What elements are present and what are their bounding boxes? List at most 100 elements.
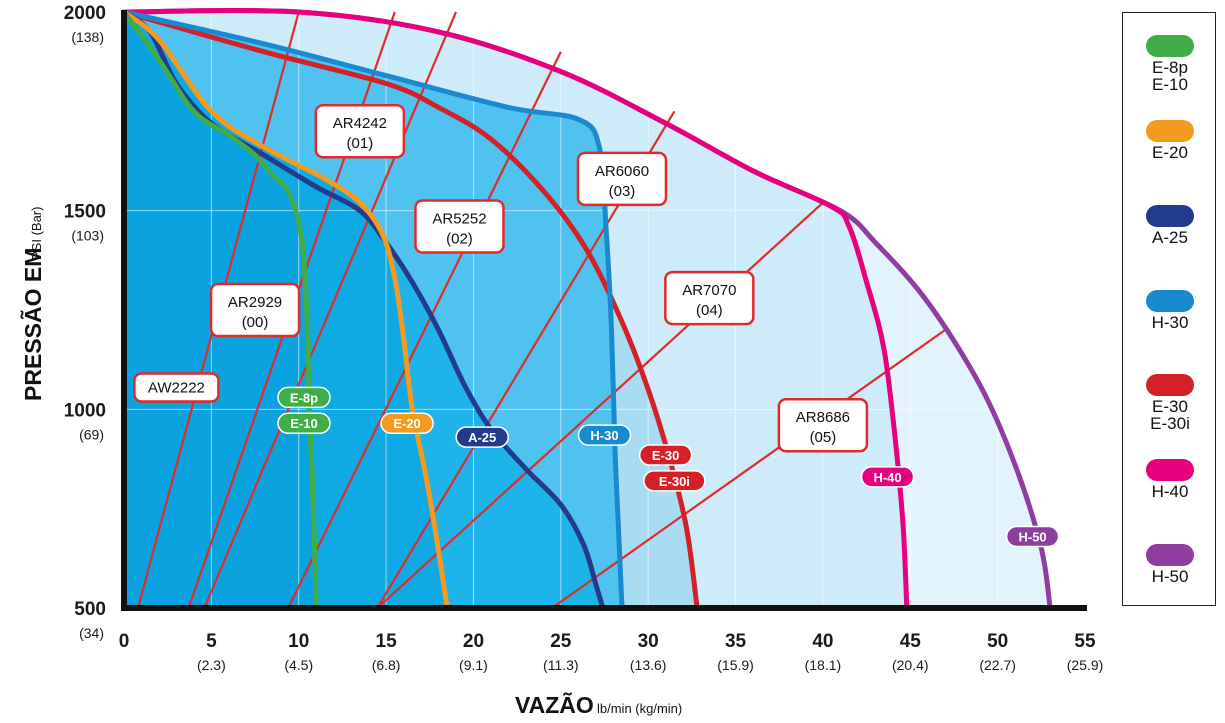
y-tick-sublabel-1000: (69) [79, 426, 104, 442]
pump-line-ar5252 [287, 51, 562, 609]
x-tick-sublabel-40: (18.1) [805, 657, 842, 673]
curve-tag-pill [860, 466, 915, 488]
y-tick-label-1000: 1000 [64, 400, 106, 421]
curve-tag-h-40: H-40 [860, 466, 915, 488]
curve-tag-e-30: E-30 [638, 444, 693, 466]
x-tick-label-20: 20 [463, 631, 484, 652]
pump-label-ar4242: AR4242 (01) [314, 103, 406, 159]
curve-tag-e-20: E-20 [380, 412, 434, 434]
curve-tag-h-30: H-30 [577, 424, 632, 446]
pump-label-name: AR8686 [796, 409, 850, 426]
curve-tag-text: E-8p [290, 390, 318, 405]
x-tick-label-50: 50 [987, 631, 1008, 652]
curve-tag-e-30i: E-30i [643, 470, 706, 492]
pump-label-model: (02) [446, 231, 473, 248]
x-axis-unit: lb/min (kg/min) [597, 701, 682, 716]
pump-label-box [209, 282, 301, 338]
legend-swatch [1146, 204, 1194, 227]
legend-item-e-8p: E-8p E-10 [1123, 35, 1217, 93]
curve-tag-text: E-10 [290, 416, 317, 431]
pump-label-ar8686: AR8686 (05) [777, 397, 869, 453]
y-tick-label-2000: 2000 [64, 3, 106, 24]
legend-swatch [1146, 289, 1194, 312]
y-tick-label-1500: 1500 [64, 202, 106, 223]
curve-tag-pill [380, 412, 434, 434]
y-tick-label-500: 500 [74, 599, 106, 620]
pump-label-name: AR7070 [682, 282, 736, 299]
legend-label: H-40 [1151, 482, 1189, 502]
legend-item-h-30: H-30 [1123, 289, 1217, 332]
x-tick-label-40: 40 [812, 631, 833, 652]
curve-a-25 [121, 9, 606, 611]
x-tick-label-0: 0 [119, 631, 130, 652]
x-tick-label-30: 30 [638, 631, 659, 652]
pump-label-box [777, 397, 869, 453]
legend-label: H-30 [1151, 312, 1189, 332]
legend-swatch [1146, 35, 1194, 57]
y-axis-title: PRESSÃO EM [19, 248, 46, 401]
x-tick-label-45: 45 [900, 631, 922, 652]
curve-tag-pill [1005, 525, 1060, 548]
pump-label-name: AR6060 [595, 163, 649, 180]
pump-label-ar2929: AR2929 (00) [209, 282, 301, 338]
curve-tag-text: A-25 [468, 430, 496, 445]
pump-label-model: (01) [347, 135, 374, 152]
curve-tag-pill [638, 444, 693, 466]
legend: E-8p E-10 E-20 A-25 H-30 E-30 E-30i H-40 H-50 [1122, 12, 1216, 606]
x-tick-label-10: 10 [288, 631, 309, 652]
pump-label-box [664, 270, 755, 326]
curve-tag-text: E-20 [393, 416, 420, 431]
x-tick-sublabel-45: (20.4) [892, 657, 929, 673]
curve-h-40 [121, 8, 910, 611]
pump-line-ar4242 [203, 11, 457, 609]
pump-label-box [314, 103, 406, 159]
x-tick-sublabel-10: (4.5) [284, 657, 313, 673]
curve-tag-pill [277, 412, 331, 434]
curve-tag-e-10: E-10 [277, 412, 331, 434]
legend-item-e-30: E-30 E-30i [1123, 374, 1217, 432]
pump-label-box [133, 372, 220, 403]
legend-label: E-30 E-30i [1150, 397, 1190, 434]
pump-label-box [414, 199, 505, 254]
pump-label-ar7070: AR7070 (04) [664, 270, 755, 326]
curve-h-30 [121, 9, 625, 611]
curve-tag-e-8p: E-8p [277, 386, 331, 409]
capacity-fills [124, 10, 1051, 609]
curve-tag-pill [277, 386, 331, 409]
curve-tag-pill [455, 426, 509, 448]
x-tick-label-15: 15 [376, 631, 398, 652]
x-tick-sublabel-15: (6.8) [372, 657, 401, 673]
y-axis-unit: PSI (Bar) [29, 207, 44, 260]
curve-tag-text: H-30 [590, 428, 618, 443]
legend-swatch [1146, 544, 1194, 567]
curve-tag-pill [643, 470, 706, 492]
legend-swatch [1146, 119, 1194, 142]
legend-swatch [1146, 374, 1194, 397]
pump-label-model: (03) [609, 183, 636, 200]
pump-curves [121, 8, 1053, 611]
curve-tag-text: E-30i [659, 474, 690, 489]
axes [121, 10, 1087, 611]
curve-tags: H-50 H-40 E-30 E-30i H-30 A-25 E-20 E-8p E-10 [277, 386, 1060, 548]
curve-tag-h-50: H-50 [1005, 525, 1060, 548]
flow-pressure-chart: 0 5 (2.3) 10 (4.5) 15 (6.8) 20 (9.1) 25 (11.3) 30 (1… [19, 3, 1103, 718]
curve-tag-text: H-50 [1018, 529, 1046, 544]
x-tick-sublabel-35: (15.9) [717, 657, 754, 673]
curve-e-20 [121, 9, 450, 611]
y-tick-sublabel-2000: (138) [71, 29, 104, 45]
legend-item-h-40: H-40 [1123, 459, 1217, 500]
pump-label-name: AR2929 [228, 294, 282, 311]
x-tick-label-35: 35 [725, 631, 747, 652]
y-tick-sublabel-500: (34) [79, 625, 104, 641]
pump-label-name: AW2222 [148, 379, 205, 396]
x-tick-label-55: 55 [1074, 631, 1096, 652]
legend-label: E-8p E-10 [1152, 58, 1188, 94]
pump-label-model: (04) [696, 302, 723, 319]
y-tick-sublabel-1500: (103) [71, 228, 104, 244]
legend-item-h-50: H-50 [1123, 544, 1217, 585]
x-tick-label-5: 5 [206, 631, 217, 652]
legend-label: A-25 [1152, 227, 1188, 247]
x-tick-sublabel-5: (2.3) [197, 657, 226, 673]
x-tick-sublabel-25: (11.3) [543, 657, 579, 673]
legend-label: E-20 [1152, 142, 1188, 162]
